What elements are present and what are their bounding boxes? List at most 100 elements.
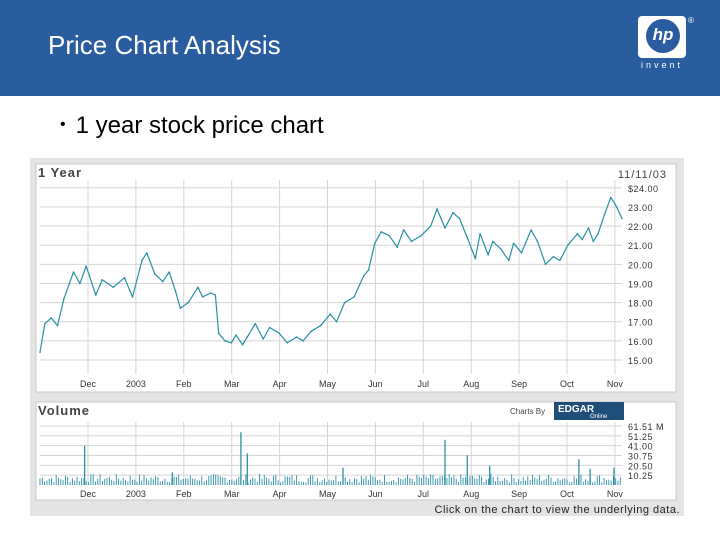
price-point [520,252,523,254]
price-point [241,343,244,346]
volume-x-tick-label: Nov [607,489,624,499]
volume-y-tick-label: 20.50 [628,461,653,471]
price-y-tick-label: 16.00 [628,337,653,347]
price-point [174,290,177,292]
volume-y-tick-label: 51.25 [628,432,653,442]
price-point [458,217,461,220]
price-point [224,340,226,342]
price-point [374,242,376,245]
price-point [95,294,97,296]
hp-invent-logo: hp ® invent [630,16,694,74]
slide-title: Price Chart Analysis [48,30,281,60]
price-panel [35,163,677,393]
price-x-tick-label: Jul [418,379,430,389]
price-point [85,265,87,268]
price-point [567,244,569,246]
edgar-logo-text: EDGAR [558,404,595,415]
price-point [230,342,233,344]
price-y-tick-label: 21.00 [628,241,653,251]
price-point [72,271,75,273]
price-point [452,211,454,214]
price-point [544,263,547,266]
price-line [39,196,623,353]
price-point [146,252,148,254]
volume-chart-title: Volume [38,403,90,418]
price-point [581,238,583,241]
price-y-tick-label: 15.00 [628,356,653,366]
price-point [436,208,438,210]
price-point [187,301,190,304]
stock-chart-image[interactable]: 1 Year 11/11/03 Volume Charts By EDGAR O… [30,158,684,516]
price-y-tick-label: 23.00 [628,203,653,213]
price-point [474,257,477,260]
price-point [587,227,590,229]
price-y-tick-label: $24.00 [628,184,659,194]
price-point [559,259,561,262]
volume-y-tick-label: 30.75 [628,452,653,462]
price-x-tick-label: May [319,379,337,389]
volume-y-tick-label: 61.51 M [628,422,664,432]
price-y-tick-label: 18.00 [628,299,653,309]
price-x-tick-label: Mar [224,379,240,389]
stock-chart-svg[interactable]: 1 Year 11/11/03 Volume Charts By EDGAR O… [30,158,684,516]
price-point [614,204,617,206]
edgar-logo-subtext: Online [590,414,608,420]
price-x-tick-label: Sep [511,379,527,389]
price-y-tick-label: 22.00 [628,222,653,232]
price-y-tick-label: 17.00 [628,318,653,328]
price-point [141,259,143,262]
price-point [278,332,280,334]
volume-x-tick-label: Jun [368,489,383,499]
price-point [487,254,489,256]
price-point [197,286,199,289]
price-point [302,340,304,342]
price-point [536,240,539,243]
price-point [201,296,204,298]
price-point [295,336,298,338]
volume-x-tick-label: Dec [80,489,97,499]
price-point [500,248,502,250]
volume-x-tick-label: Aug [463,489,479,499]
bullet-item: • 1 year stock price chart [60,112,324,140]
logo-circle [646,19,680,53]
price-point [508,259,510,262]
price-point [396,246,399,248]
price-point [50,317,52,319]
chart-footer-note[interactable]: Click on the chart to view the underlyin… [435,504,680,516]
edgar-online-logo [554,402,624,420]
price-x-tick-label: Apr [273,379,287,389]
price-point [246,336,249,338]
price-y-tick-label: 20.00 [628,260,653,270]
price-point [444,227,446,229]
price-point [56,324,59,327]
price-point [209,292,212,294]
price-point [367,269,370,271]
price-point [603,213,606,216]
price-point [319,324,322,327]
price-x-tick-label: 2003 [126,379,146,389]
price-point [162,280,164,283]
price-chart-date: 11/11/03 [618,169,667,181]
price-x-tick-label: Feb [176,379,192,389]
volume-y-tick-label: 10.25 [628,471,653,481]
price-x-tick-label: Oct [560,379,575,389]
price-point [621,217,623,220]
price-point [388,234,391,237]
price-point [168,271,170,273]
volume-x-tick-label: Jul [418,489,430,499]
price-point [479,232,481,235]
price-point [63,298,65,300]
price-point [429,225,432,227]
price-y-tick-label: 19.00 [628,279,653,289]
volume-x-tick-label: Sep [511,489,527,499]
price-point [131,296,134,298]
credit-prefix: Charts By [510,407,545,416]
volume-x-tick-label: Feb [176,489,192,499]
price-point [254,322,257,325]
bullet-dot-icon: • [60,116,66,133]
logo-registered-mark: ® [688,16,694,25]
volume-x-tick-label: May [319,489,337,499]
price-point [310,330,312,333]
price-point [410,240,413,243]
price-point [402,229,405,231]
